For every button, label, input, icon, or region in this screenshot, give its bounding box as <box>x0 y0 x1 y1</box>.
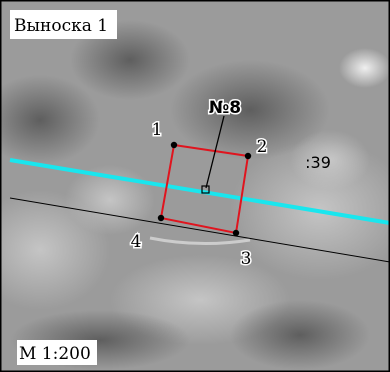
vertex-4-point <box>157 214 165 222</box>
scale-label: М 1:200 <box>19 344 91 364</box>
callout-title-box <box>10 10 117 39</box>
parcel-number-label: :39 <box>305 153 331 172</box>
plot-leader-line <box>205 115 225 189</box>
vertex-1-point <box>170 141 178 149</box>
imagery-texture <box>0 20 390 370</box>
vertex-3-point <box>232 229 240 237</box>
boundary-line-black <box>9 197 390 263</box>
vertex-2-label: 2 <box>257 137 268 157</box>
plot-center-marker <box>201 185 210 194</box>
vertex-2-point <box>244 152 252 160</box>
vertex-1-label: 1 <box>152 120 163 140</box>
plot-number-label: №8 <box>209 98 241 118</box>
vertex-4-label: 4 <box>131 232 142 252</box>
scale-box <box>17 340 97 365</box>
vertex-3-label: 3 <box>241 249 252 269</box>
callout-title: Выноска 1 <box>14 16 108 36</box>
boundary-line-cyan <box>9 158 390 225</box>
